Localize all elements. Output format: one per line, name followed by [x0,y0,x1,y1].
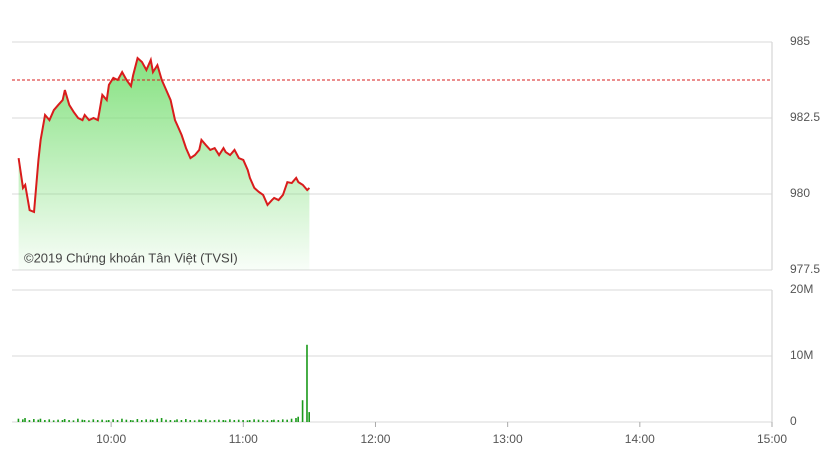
volume-bar [17,418,20,422]
volume-bar [246,420,249,422]
volume-bar [112,419,114,422]
volume-bar [257,419,260,422]
volume-bar [107,420,110,422]
x-tick-label: 13:00 [493,432,523,446]
volume-bar [198,419,200,422]
y-tick-label: 982.5 [790,110,820,124]
volume-bar [266,420,269,422]
volume-bar [39,418,42,422]
volume-bar [61,420,64,422]
volume-bar [57,419,59,422]
annotation: ©2019 Chứng khoán Tân Việt (TVSI) [24,250,238,265]
volume-bar [189,420,192,422]
x-tick-label: 10:00 [96,432,126,446]
volume-bar [169,420,172,422]
volume-bar [24,418,26,422]
volume-bar [185,419,187,422]
volume-bar [218,419,220,422]
volume-bar [176,419,178,422]
volume-bar [156,418,158,422]
volume-bar [88,420,90,422]
volume-bar [281,419,284,422]
volume-bar [136,419,139,422]
volume-bar [101,419,103,422]
volume-bar [83,420,86,422]
volume-bar [125,419,128,422]
volume-bar [308,412,310,422]
volume-bar [297,416,299,422]
volume-bar [295,418,297,422]
volume-bar [81,419,84,422]
volume-bar [149,419,152,422]
volume-bar [290,418,293,422]
y-tick-label: 10M [790,348,813,362]
volume-bar [160,418,163,422]
volume-bar [286,419,288,422]
volume-bar [273,419,275,422]
y-tick-label: 985 [790,34,810,48]
y-tick-label: 20M [790,282,813,296]
volume-bar [213,420,216,422]
volume-bar [222,420,225,422]
volume-bar [92,419,95,422]
volume-bar [242,420,244,422]
volume-bar [129,420,132,422]
y-tick-label: 0 [790,414,797,428]
volume-bar [44,420,46,422]
volume-bar [96,420,99,422]
volume-bar [68,420,70,422]
volume-bar [248,420,251,422]
volume-bar [132,420,134,422]
volume-bar [229,419,231,422]
x-tick-label: 15:00 [757,432,787,446]
volume-bar [140,420,143,422]
volume-bar [22,419,24,422]
volume-bar [204,419,207,422]
volume-bar [33,419,35,422]
volume-bar [301,400,304,422]
volume-bar [306,344,308,422]
volume-bar [105,420,108,422]
volume-bar [77,418,79,422]
volume-bar [224,420,227,422]
volume-bar [37,419,40,422]
x-tick-label: 12:00 [360,432,390,446]
volume-bar [200,420,203,422]
volume-bar [48,419,51,422]
volume-bar [253,419,255,422]
volume-bar [151,420,154,422]
x-tick-label: 11:00 [229,432,258,446]
y-tick-label: 980 [790,186,810,200]
volume-bar [180,420,183,422]
volume-bar [28,420,31,422]
volume-bar [237,419,240,422]
volume-bar [262,420,264,422]
volume-bar [277,420,280,422]
volume-bar [270,420,273,422]
volume-bar [165,419,167,422]
price-area [18,58,310,270]
volume-bar [116,420,119,422]
volume-bar [121,418,123,422]
volume-bar [209,420,211,422]
volume-bar [63,419,66,422]
price-line [17,56,311,214]
y-tick-label: 977.5 [790,262,820,276]
x-tick-label: 14:00 [625,432,655,446]
volume-bar [145,419,147,422]
volume-bar [193,420,196,422]
volume-bar [233,420,236,422]
volume-bar [52,420,55,422]
volume-bar [174,420,176,422]
volume-bar [72,420,75,422]
